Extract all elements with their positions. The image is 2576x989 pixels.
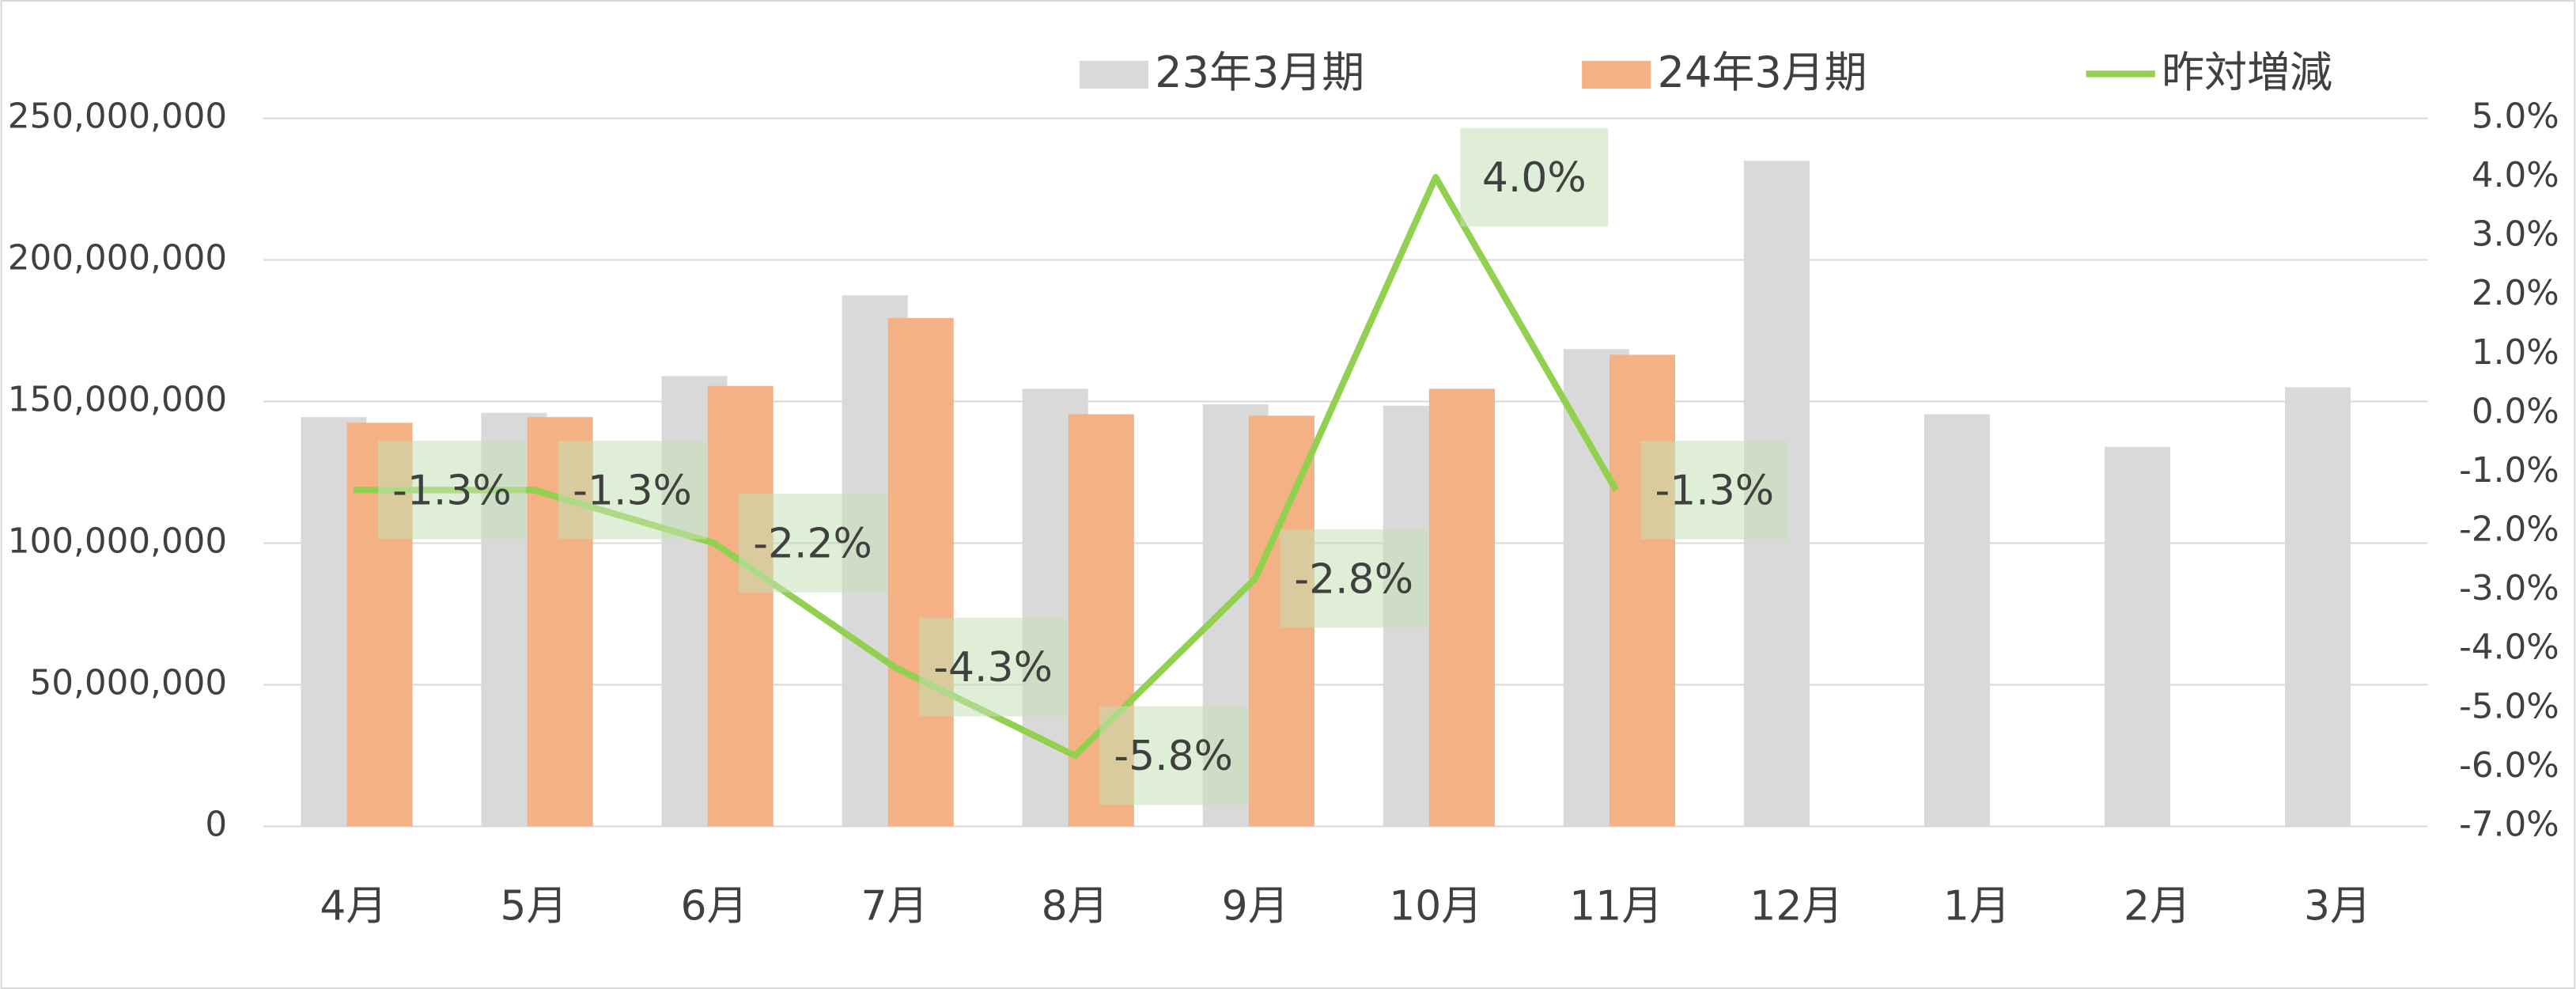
- y2-tick-label: -6.0%: [2459, 746, 2559, 786]
- bar: [2104, 446, 2171, 827]
- y2-tick-label: 3.0%: [2472, 215, 2559, 255]
- y-tick-label: 200,000,000: [8, 238, 227, 278]
- x-tick-label: 3月: [2304, 882, 2371, 930]
- data-label-box: [1460, 127, 1609, 227]
- x-tick-label: 12月: [1749, 882, 1843, 930]
- data-label: -1.3%: [1655, 467, 1775, 514]
- bar: [2285, 387, 2351, 827]
- data-label-box: [558, 441, 706, 540]
- legend-label: 昨対増減: [2162, 47, 2332, 97]
- x-tick-label: 8月: [1042, 882, 1109, 930]
- y2-tick-label: 1.0%: [2472, 333, 2559, 373]
- data-label: -2.8%: [1294, 555, 1413, 603]
- x-tick-label: 4月: [320, 882, 387, 930]
- bar: [1428, 388, 1495, 827]
- y2-tick-label: -7.0%: [2459, 805, 2559, 844]
- data-label: -4.3%: [933, 644, 1053, 692]
- data-label-box: [739, 494, 887, 593]
- bar: [1923, 414, 1990, 827]
- x-tick-label: 10月: [1389, 882, 1482, 930]
- data-label-box: [1280, 529, 1428, 628]
- legend-label: 23年3月期: [1155, 47, 1364, 97]
- y-tick-label: 150,000,000: [8, 380, 227, 419]
- data-label-box: [377, 441, 526, 540]
- x-tick-label: 2月: [2124, 882, 2191, 930]
- legend-swatch: [1079, 60, 1149, 89]
- legend-swatch: [1582, 60, 1651, 89]
- x-tick-label: 9月: [1222, 882, 1289, 930]
- bar: [707, 385, 774, 827]
- data-label: 4.0%: [1482, 154, 1587, 202]
- legend-label: 24年3月期: [1658, 47, 1867, 97]
- y-tick-label: 250,000,000: [8, 97, 227, 137]
- y2-tick-label: -3.0%: [2459, 569, 2559, 608]
- y-tick-label: 0: [205, 805, 227, 844]
- y-tick-label: 100,000,000: [8, 521, 227, 561]
- bar: [887, 317, 954, 827]
- data-label: -2.2%: [753, 521, 872, 568]
- bar: [1609, 354, 1676, 827]
- y2-tick-label: 2.0%: [2472, 274, 2559, 313]
- x-tick-label: 11月: [1569, 882, 1662, 930]
- y2-tick-label: -4.0%: [2459, 628, 2559, 668]
- y2-tick-label: 5.0%: [2472, 97, 2559, 137]
- x-tick-label: 1月: [1943, 882, 2010, 930]
- data-label: -1.3%: [392, 467, 512, 514]
- y2-tick-label: -2.0%: [2459, 510, 2559, 550]
- data-label-box: [1099, 706, 1248, 805]
- data-label: -5.8%: [1114, 733, 1233, 780]
- x-tick-label: 7月: [861, 882, 929, 930]
- data-label-box: [919, 617, 1068, 717]
- data-label: -1.3%: [573, 467, 692, 514]
- y-tick-label: 50,000,000: [30, 663, 228, 703]
- y2-tick-label: 0.0%: [2472, 392, 2559, 431]
- y2-tick-label: -1.0%: [2459, 451, 2559, 491]
- data-label-box: [1640, 441, 1789, 540]
- y2-tick-label: 4.0%: [2472, 156, 2559, 195]
- x-tick-label: 5月: [500, 882, 567, 930]
- y2-tick-label: -5.0%: [2459, 687, 2559, 726]
- x-tick-label: 6月: [680, 882, 747, 930]
